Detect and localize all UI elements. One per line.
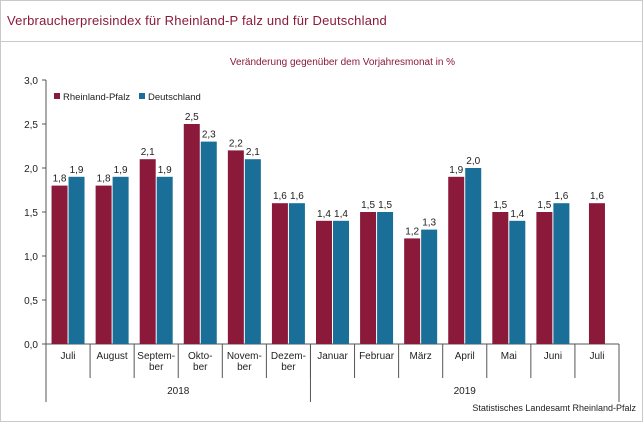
x-tick-label: Mai	[501, 351, 517, 362]
bar	[95, 185, 112, 344]
x-tick-label: März	[410, 351, 432, 362]
data-label: 1,3	[422, 218, 436, 229]
x-tick-label: ber	[149, 362, 164, 373]
data-label: 1,5	[537, 200, 551, 211]
y-tick-label: 3,0	[24, 76, 38, 87]
x-tick-label: ber	[281, 362, 296, 373]
bar	[536, 212, 553, 344]
bar	[288, 203, 305, 344]
x-tick-label: Februar	[359, 351, 395, 362]
group-label: 2019	[454, 386, 477, 397]
data-label: 1,5	[361, 200, 375, 211]
x-tick-label: Novem-	[227, 351, 262, 362]
x-tick-label: Januar	[317, 351, 348, 362]
bar	[360, 212, 377, 344]
legend-swatch	[54, 93, 60, 99]
data-label: 2,1	[246, 147, 260, 158]
x-tick-label: April	[455, 351, 475, 362]
header: Verbraucherpreisindex für Rheinland-P fa…	[1, 1, 642, 42]
data-label: 1,2	[405, 226, 419, 237]
bar	[492, 212, 509, 344]
bar	[333, 220, 349, 344]
y-tick-label: 1,0	[24, 252, 38, 263]
bar	[377, 212, 394, 344]
data-label: 2,2	[229, 138, 243, 149]
y-tick-label: 2,5	[24, 120, 38, 131]
bar	[51, 185, 68, 344]
data-label: 1,9	[114, 165, 128, 176]
x-tick-label: Juni	[544, 351, 562, 362]
x-tick-label: Juli	[589, 351, 604, 362]
data-label: 1,5	[493, 200, 507, 211]
x-tick-label: ber	[193, 362, 208, 373]
data-label: 1,4	[334, 209, 348, 220]
legend-label: Deutschland	[148, 92, 201, 103]
data-label: 1,9	[449, 165, 463, 176]
data-label: 2,0	[466, 156, 480, 167]
data-label: 2,1	[141, 147, 155, 158]
y-tick-label: 2,0	[24, 164, 38, 175]
data-label: 1,5	[378, 200, 392, 211]
data-label: 1,6	[290, 191, 304, 202]
bar	[68, 176, 85, 344]
data-label: 1,6	[273, 191, 287, 202]
bar	[465, 168, 482, 344]
data-label: 1,6	[590, 191, 604, 202]
x-tick-label: Dezem-	[271, 351, 306, 362]
x-tick-label: Septem-	[137, 351, 175, 362]
y-tick-label: 0,5	[24, 296, 38, 307]
bar	[227, 150, 244, 344]
chart-subtitle: Veränderung gegenüber dem Vorjahresmonat…	[230, 57, 455, 68]
data-label: 1,9	[158, 165, 172, 176]
x-tick-label: ber	[237, 362, 252, 373]
data-label: 1,8	[97, 174, 111, 185]
bar	[448, 176, 465, 344]
x-tick-label: Okto-	[188, 351, 212, 362]
data-label: 2,5	[185, 112, 199, 123]
data-label: 1,4	[510, 209, 524, 220]
bar	[271, 203, 288, 344]
bar	[421, 229, 438, 344]
bar	[553, 203, 570, 344]
bar	[509, 220, 526, 344]
bar	[156, 176, 173, 344]
group-label: 2018	[167, 386, 190, 397]
bar	[112, 176, 129, 344]
bar	[588, 203, 605, 344]
page-title: Verbraucherpreisindex für Rheinland-P fa…	[7, 13, 387, 28]
data-label: 1,4	[317, 209, 331, 220]
bar	[200, 141, 217, 344]
bar	[404, 238, 421, 344]
bar	[316, 220, 332, 344]
legend-swatch	[139, 93, 145, 99]
y-tick-label: 1,5	[24, 208, 38, 219]
source-note: Statistisches Landesamt Rheinland-Pfalz	[472, 403, 636, 413]
bar	[139, 159, 156, 344]
legend-label: Rheinland-Pfalz	[63, 92, 130, 103]
x-tick-label: August	[97, 351, 128, 362]
data-label: 1,8	[53, 174, 67, 185]
data-label: 1,6	[554, 191, 568, 202]
data-label: 1,9	[70, 165, 84, 176]
bar	[244, 159, 261, 344]
y-tick-label: 0,0	[24, 340, 38, 351]
x-tick-label: Juli	[61, 351, 76, 362]
bar-chart: Veränderung gegenüber dem Vorjahresmonat…	[24, 57, 620, 402]
data-label: 2,3	[202, 130, 216, 141]
bar	[183, 124, 200, 344]
